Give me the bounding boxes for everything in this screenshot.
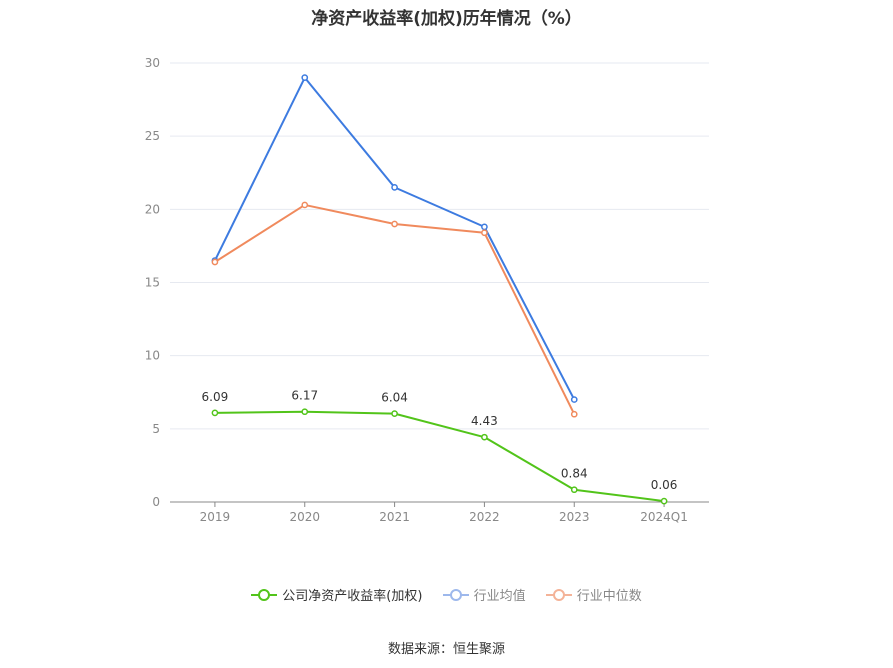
- data-point: [570, 410, 578, 418]
- data-labels: 6.09 6.17 6.04 4.43 0.84 0.06: [202, 389, 678, 492]
- data-point: [211, 409, 219, 417]
- series-line: [214, 203, 576, 415]
- data-point: [391, 184, 398, 191]
- legend: 公司净资产收益率(加权) 行业均值 行业中位数: [0, 585, 893, 606]
- y-tick-label: 20: [145, 202, 160, 216]
- x-tick-label: 2024Q1: [640, 510, 688, 524]
- data-label: 4.43: [471, 414, 498, 428]
- legend-label-industry-mean: 行业均值: [473, 589, 526, 604]
- data-point: [481, 229, 488, 237]
- y-tick-label: 30: [145, 56, 160, 70]
- x-tick-label: 2020: [289, 510, 320, 524]
- y-tick-label: 25: [145, 129, 160, 143]
- x-tick-label: 2019: [200, 510, 231, 524]
- data-point: [660, 497, 668, 505]
- y-tick-label: 0: [152, 495, 160, 509]
- data-point: [481, 223, 488, 231]
- x-tick-label: 2022: [469, 510, 500, 524]
- legend-item-industry-mean[interactable]: 行业均值: [442, 585, 526, 604]
- legend-label-company: 公司净资产收益率(加权): [282, 589, 423, 604]
- axes: 0 5 10 15 20 25 30 2019 2020 2021 2022 2023 2024Q1: [145, 56, 709, 524]
- data-label: 6.17: [291, 389, 318, 403]
- x-tick-label: 2021: [379, 510, 410, 524]
- data-label: 6.09: [202, 390, 229, 404]
- series-layer: [211, 74, 668, 505]
- data-point: [391, 220, 398, 228]
- series-line: [214, 76, 576, 401]
- data-point: [211, 258, 219, 266]
- source-note: 数据来源：恒生聚源: [387, 642, 505, 657]
- data-point: [301, 408, 309, 416]
- y-tick-label: 10: [145, 349, 160, 363]
- y-tick-label: 5: [152, 422, 160, 436]
- series-line: [214, 410, 665, 503]
- data-point: [301, 201, 309, 209]
- y-tick-label: 15: [145, 276, 160, 290]
- legend-item-industry-median[interactable]: 行业中位数: [545, 585, 642, 604]
- data-point: [570, 486, 578, 494]
- data-label: 6.04: [381, 391, 408, 405]
- data-point: [391, 410, 398, 417]
- data-point: [570, 396, 578, 403]
- legend-marker-icon: [545, 588, 572, 602]
- x-tick-label: 2023: [559, 510, 590, 524]
- grid-lines: [170, 62, 709, 430]
- chart-title: 净资产收益率(加权)历年情况（%）: [311, 9, 582, 29]
- legend-label-industry-median: 行业中位数: [576, 589, 642, 604]
- data-label: 0.06: [651, 478, 678, 492]
- legend-item-company[interactable]: 公司净资产收益率(加权): [251, 585, 422, 604]
- legend-marker-icon: [442, 588, 469, 602]
- data-point: [301, 74, 309, 81]
- data-point: [481, 433, 488, 441]
- legend-marker-icon: [251, 588, 278, 602]
- data-label: 0.84: [561, 467, 588, 481]
